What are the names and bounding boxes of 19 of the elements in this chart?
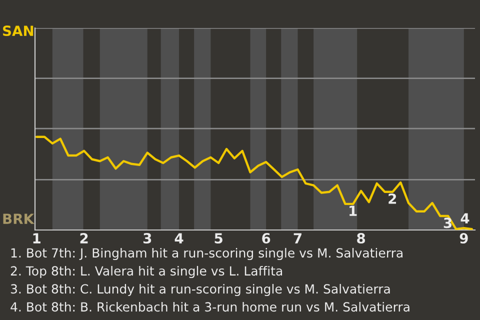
x-tick-label: 5 (214, 233, 222, 244)
text: SAN (2, 26, 34, 36)
text: 4. Bot 8th: B. Rickenbach hit a 3-run home run vs M. Salvatierra (10, 302, 410, 312)
text: 2. Top 8th: L. Valera hit a single vs L. Laffita (10, 266, 282, 278)
x-tick-label: 6 (262, 233, 270, 244)
x-tick-label: 8 (357, 233, 366, 244)
annotation: 1 (350, 206, 357, 216)
x-tick-label: 2 (80, 233, 88, 244)
x-tick-label: 7 (294, 233, 302, 244)
x-tick-label: 1 (33, 233, 40, 244)
text: BRK (3, 214, 34, 224)
annotation: 3 (444, 218, 452, 228)
text: 1. Bot 7th: J. Bingham hit a run-scoring single vs M. Salvatierra (11, 248, 402, 260)
x-tick-label: 4 (174, 233, 184, 244)
x-tick-label: 9 (460, 233, 468, 244)
annotation: 4 (460, 213, 470, 224)
text: 3. Bot 8th: C. Lundy hit a run-scoring single vs M. Salvatierra (10, 284, 390, 296)
x-tick-label: 3 (143, 233, 152, 244)
annotation: 2 (388, 193, 396, 204)
